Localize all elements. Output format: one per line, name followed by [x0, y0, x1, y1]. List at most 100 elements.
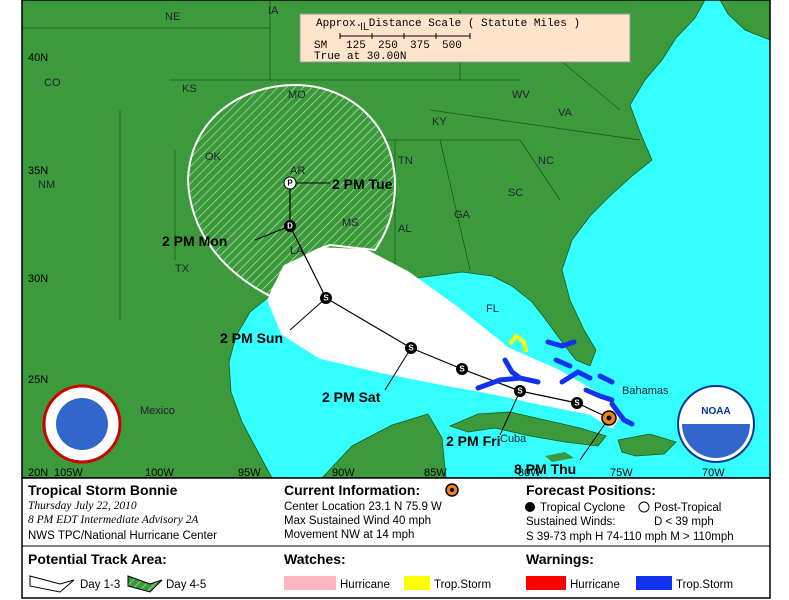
time-label: 2 PM Mon — [162, 233, 227, 249]
lat-label: 25N — [28, 374, 48, 386]
region-label: Cuba — [500, 433, 527, 445]
track-line — [289, 183, 610, 419]
region-label: TX — [175, 263, 190, 275]
scale-tick: 375 — [410, 40, 430, 52]
region-label: NE — [165, 11, 180, 23]
warnings-title: Warnings: — [526, 551, 594, 567]
region-labels: NE IA IL KS MO KY WV VA OK AR TN NC CO N… — [38, 5, 669, 445]
leader-lines — [254, 182, 610, 461]
day45-icon — [127, 575, 163, 593]
marker-letter: S — [574, 399, 580, 408]
current-movement: Movement NW at 14 mph — [284, 529, 414, 541]
cyclone-icon — [525, 502, 535, 512]
lat-label: 40N — [28, 52, 48, 64]
storm-name: Tropical Storm Bonnie — [28, 482, 178, 498]
lon-label: 75W — [610, 467, 633, 479]
watch-segment — [508, 333, 528, 353]
marker-letter: S — [408, 344, 414, 353]
region-label: FL — [486, 303, 499, 315]
track-title: Potential Track Area: — [28, 551, 167, 567]
current-icon-center — [450, 488, 454, 492]
time-label: 2 PM Fri — [446, 433, 500, 449]
hispaniola — [617, 433, 677, 457]
watch-hurricane: Hurricane — [340, 579, 390, 591]
winds-scale: S 39-73 mph H 74-110 mph M > 110mph — [526, 531, 734, 543]
day4-5-area — [186, 83, 397, 298]
post-icon — [638, 501, 650, 513]
region-label: VA — [558, 107, 573, 119]
day13-icon — [29, 575, 75, 593]
lon-label: 80W — [518, 467, 541, 479]
forecast-markers: S S S S S D P — [283, 176, 617, 426]
region-label: MS — [342, 217, 359, 229]
marker-letter: P — [287, 179, 293, 188]
storm-source: NWS TPC/National Hurricane Center — [28, 530, 217, 542]
scale-note: True at 30.00N — [314, 51, 406, 63]
region-label: AR — [290, 165, 305, 177]
canada-east — [719, 0, 770, 41]
scale-bar — [339, 33, 471, 39]
nws-logo — [42, 384, 122, 464]
scale-tick: 500 — [442, 40, 462, 52]
time-label: 2 PM Sun — [220, 330, 283, 346]
marker-dot — [456, 363, 468, 375]
region-label: WV — [512, 89, 530, 101]
warning-hurricane-swatch — [526, 576, 566, 590]
lon-label: 100W — [145, 467, 174, 479]
watch-hurricane-swatch — [284, 576, 336, 590]
forecast-cyclone: Tropical Cyclone — [540, 502, 625, 514]
forecast-title: Forecast Positions: — [526, 482, 656, 498]
noaa-logo: NOAA — [677, 385, 755, 463]
current-title: Current Information: — [284, 482, 420, 498]
yucatan — [321, 413, 447, 478]
warning-storm: Trop.Storm — [676, 579, 733, 591]
marker-dot — [320, 292, 332, 304]
current-wind: Max Sustained Wind 40 mph — [284, 515, 431, 527]
region-label: LA — [290, 245, 304, 257]
region-label: KY — [432, 116, 447, 128]
scale-box — [299, 13, 631, 63]
region-label: Bahamas — [622, 385, 669, 397]
region-label: GA — [454, 209, 471, 221]
watch-storm-swatch — [404, 576, 430, 590]
lon-label: 95W — [238, 467, 261, 479]
scale-tick: 125 — [346, 40, 366, 52]
current-position-center — [606, 415, 612, 421]
region-label: CO — [44, 77, 61, 89]
lon-label: 85W — [424, 467, 447, 479]
winds-title: Sustained Winds: — [526, 516, 616, 528]
scale-title: Approx. Distance Scale ( Statute Miles ) — [316, 18, 580, 30]
storm-date: Thursday July 22, 2010 — [28, 500, 137, 512]
lat-label: 20N — [28, 467, 48, 479]
watches-title: Watches: — [284, 551, 346, 567]
warning-storm-swatch — [636, 576, 672, 590]
track-day45: Day 4-5 — [166, 579, 206, 591]
region-label: KS — [182, 83, 197, 95]
marker-dot — [514, 385, 526, 397]
marker-letter: D — [287, 222, 293, 231]
marker-dot — [571, 397, 583, 409]
region-label: IA — [268, 5, 279, 17]
storm-advisory: 8 PM EDT Intermediate Advisory 2A — [28, 514, 199, 526]
marker-letter: S — [517, 387, 523, 396]
region-label: Mexico — [140, 405, 175, 417]
current-location: Center Location 23.1 N 75.9 W — [284, 501, 442, 513]
cuba — [448, 411, 607, 447]
grid-labels: 40N 35N 30N 25N 20N 105W 100W 95W 90W 85… — [28, 52, 725, 479]
region-label: MO — [288, 89, 306, 101]
lat-label: 35N — [28, 165, 48, 177]
legend: Tropical Storm Bonnie Thursday July 22, … — [21, 477, 771, 599]
marker-letter: S — [323, 294, 329, 303]
marker-letter: S — [459, 365, 465, 374]
lon-label: 90W — [332, 467, 355, 479]
logo-text: NOAA — [701, 406, 730, 417]
time-label: 8 PM Thu — [514, 461, 576, 477]
forecast-post: Post-Tropical — [654, 502, 721, 514]
marker-dot — [284, 220, 296, 232]
lon-label: 70W — [702, 467, 725, 479]
lon-label: 105W — [54, 467, 83, 479]
region-label: NC — [538, 155, 554, 167]
jamaica — [545, 452, 574, 462]
region-label: OK — [205, 151, 222, 163]
